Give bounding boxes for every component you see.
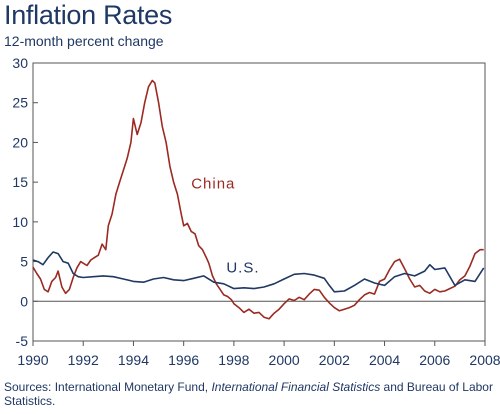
x-tick-label: 1994 [118, 352, 149, 368]
label-china: China [191, 175, 235, 192]
series-line-china [32, 79, 484, 320]
chart-subtitle: 12-month percent change [4, 33, 164, 49]
plot-frame [32, 62, 486, 342]
y-tick-label: 0 [20, 293, 28, 309]
x-tick-label: 2004 [369, 352, 400, 368]
y-tick-label: 15 [12, 174, 28, 190]
y-tick-label: 5 [20, 254, 28, 270]
x-tick-label: 2000 [269, 352, 300, 368]
y-tick-label: -5 [16, 333, 29, 349]
x-tick-label: 1996 [168, 352, 199, 368]
label-us: U.S. [226, 260, 259, 277]
y-tick-label: 20 [12, 134, 28, 150]
series-line-u-s [32, 251, 485, 293]
x-tick-label: 1992 [68, 352, 99, 368]
source-italic: International Financial Statistics [211, 380, 381, 394]
series-lines [32, 79, 485, 320]
source-suffix: and Bureau of Labor Statistics. [4, 380, 493, 408]
y-tick-label: 10 [12, 214, 28, 230]
source-note: Sources: International Monetary Fund, In… [4, 380, 496, 408]
x-tick-label: 1998 [218, 352, 249, 368]
labels: China U.S. [191, 175, 259, 277]
chart-title: Inflation Rates [4, 0, 173, 30]
x-tick-label: 2008 [469, 352, 500, 368]
axes: -5 0 5 10 15 20 25 30 1990 1992 1994 1996 1998 2000 20… [12, 55, 500, 368]
x-tick-label: 1990 [17, 352, 48, 368]
y-tick-label: 30 [12, 55, 28, 71]
x-tick-label: 2006 [419, 352, 450, 368]
source-prefix: Sources: International Monetary Fund, [4, 380, 212, 394]
y-tick-label: 25 [12, 95, 28, 111]
x-tick-label: 2002 [319, 352, 350, 368]
